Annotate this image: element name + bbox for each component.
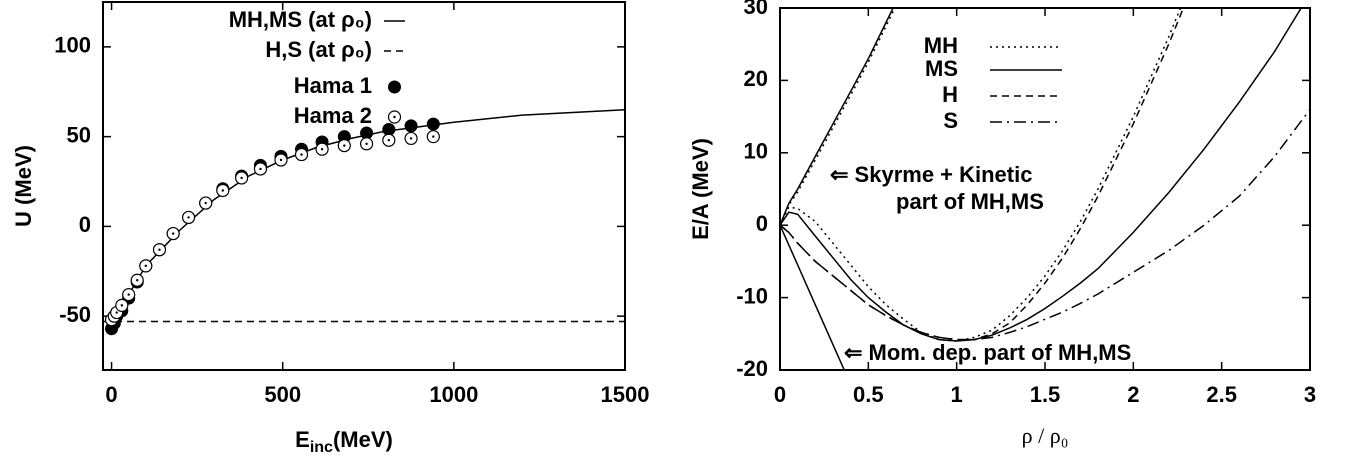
data-point-dot [158, 248, 161, 251]
x-tick-label: 1000 [429, 382, 478, 407]
annotation: part of MH,MS [896, 189, 1044, 214]
y-axis-label: E/A (MeV) [688, 138, 713, 240]
x-label-sub: inc [310, 439, 333, 456]
data-point-dot [259, 167, 262, 171]
y-tick-label: 100 [54, 33, 91, 58]
data-point-dot [187, 216, 190, 219]
x-label-unit: (MeV) [333, 427, 393, 452]
annotation: ⇐ Skyrme + Kinetic [830, 162, 1032, 187]
data-point-dot [240, 176, 243, 180]
data-point-dot [144, 264, 147, 268]
y-tick-label: 30 [744, 0, 768, 19]
y-axis-label: U (MeV) [11, 145, 36, 227]
legend-marker-dot [393, 115, 396, 119]
x-tick-label: 0.5 [853, 382, 884, 407]
legend-label: S [943, 108, 958, 133]
y-tick-label: 0 [79, 212, 91, 237]
data-point-dot [300, 153, 303, 156]
data-point-dot [115, 311, 118, 314]
panel: 0 0.5 1 1.5 2 2.5 3 -20 -10 0 10 20 30 E/A (MeV) ρ / ρ… [688, 0, 1316, 448]
x-tick-label: 500 [264, 382, 301, 407]
data-point-dot [204, 201, 207, 205]
y-tick-label: -10 [736, 283, 768, 308]
x-tick-label: 2.5 [1206, 382, 1237, 407]
legend-label: Hama 1 [294, 73, 372, 98]
legend-label: Hama 2 [294, 103, 372, 128]
x-tick-label: 2 [1127, 382, 1139, 407]
data-point [360, 126, 374, 140]
legend-label: MH [924, 33, 958, 58]
data-point [382, 122, 396, 136]
y-tick-label: 20 [744, 66, 768, 91]
data-point-dot [409, 137, 413, 140]
x-axis-label: ρ / ρ₀ [1022, 423, 1069, 448]
x-axis-label: Einc(MeV) [295, 427, 393, 456]
plot-frame [102, 1, 626, 371]
legend-label: MS [925, 56, 958, 81]
x-tick-label: 0 [105, 382, 117, 407]
data-point-dot [279, 158, 283, 162]
legend-label: H,S (at ρ₀) [265, 37, 372, 62]
data-point-dot [221, 189, 225, 192]
data-point [426, 117, 440, 131]
data-point-dot [365, 142, 368, 146]
x-tick-label: 3 [1304, 382, 1316, 407]
x-tick-label: 1500 [601, 382, 650, 407]
x-tick-label: 1 [951, 382, 963, 407]
x-tick-label: 0 [774, 382, 786, 407]
y-tick-label: 10 [744, 139, 768, 164]
series-line [780, 8, 1182, 342]
data-point-dot [171, 232, 175, 235]
annotation: ⇐ Mom. dep. part of MH,MS [844, 340, 1131, 365]
x-tick-label: 1.5 [1030, 382, 1061, 407]
series-line [780, 8, 1185, 341]
panel: 0 500 1000 1500 -50 0 50 100 U (MeV) Einc(MeV) MH,… [11, 1, 650, 456]
legend-marker [388, 80, 401, 94]
component-curve [780, 8, 894, 226]
data-point-dot [136, 279, 139, 282]
legend-label: H [942, 82, 958, 107]
x-label-main: E [295, 427, 310, 452]
data-point-dot [387, 139, 391, 142]
data-point-dot [432, 135, 435, 138]
series-line [780, 108, 1310, 341]
y-tick-label: -50 [59, 302, 91, 327]
series-line [780, 8, 1303, 342]
data-point-dot [320, 148, 324, 151]
data-point-dot [343, 144, 346, 147]
y-tick-label: -20 [736, 356, 768, 381]
component-curve [780, 8, 896, 226]
y-tick-label: 0 [756, 211, 768, 236]
data-point-dot [127, 293, 130, 296]
data-point [404, 119, 418, 133]
legend-label: MH,MS (at ρ₀) [229, 7, 372, 32]
plot-frame [779, 7, 1311, 371]
component-curve [780, 224, 846, 370]
data-point-dot [120, 304, 124, 307]
y-tick-label: 50 [67, 122, 91, 147]
